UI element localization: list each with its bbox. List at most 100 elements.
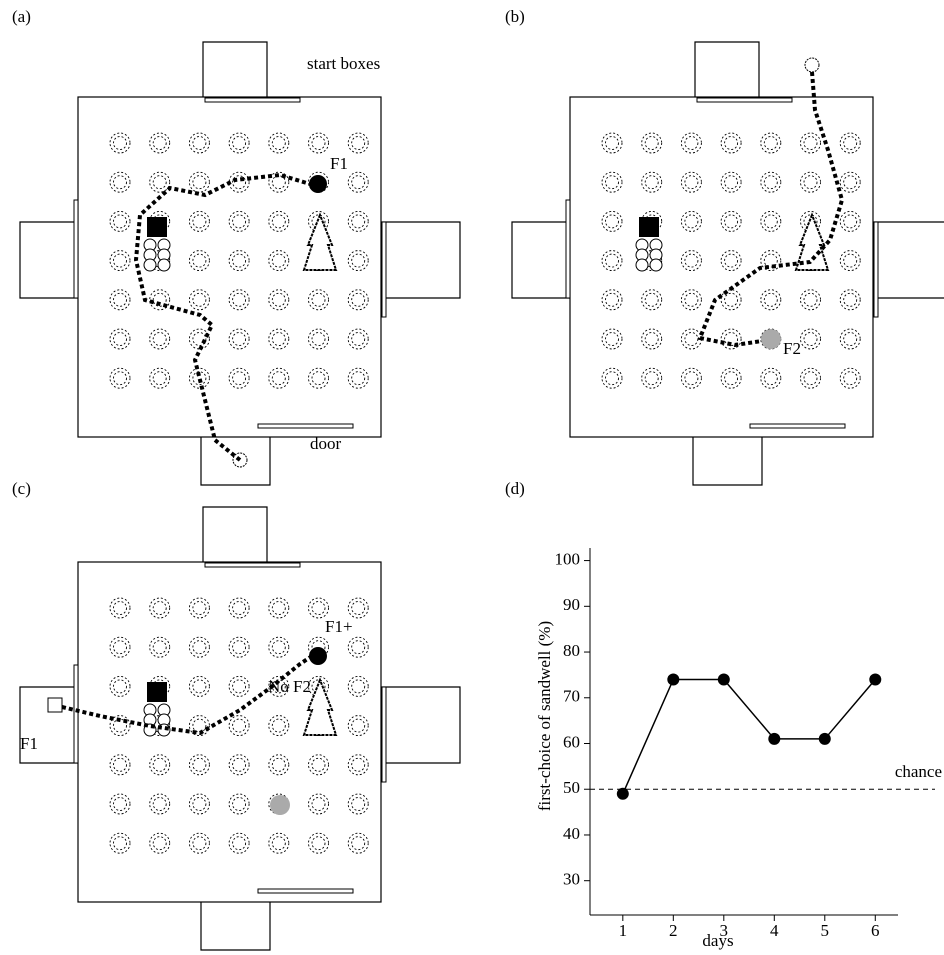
sandwell bbox=[348, 329, 368, 349]
start-box bbox=[20, 222, 78, 298]
x-tick-label: 2 bbox=[669, 921, 678, 940]
food-well bbox=[270, 795, 290, 815]
sandwell-inner bbox=[272, 837, 285, 850]
sandwell bbox=[309, 833, 329, 853]
sandwell bbox=[110, 368, 130, 388]
data-point bbox=[869, 673, 881, 685]
sandwell bbox=[801, 290, 821, 310]
sandwell-inner bbox=[153, 176, 166, 189]
sandwell-inner bbox=[645, 372, 658, 385]
sandwell bbox=[602, 172, 622, 192]
sandwell-inner bbox=[844, 215, 857, 228]
door bbox=[205, 563, 300, 567]
sandwell bbox=[150, 637, 170, 657]
sandwell-inner bbox=[352, 798, 365, 811]
sandwell-inner bbox=[764, 293, 777, 306]
data-point bbox=[718, 673, 730, 685]
sandwell-inner bbox=[233, 758, 246, 771]
sandwell-inner bbox=[272, 137, 285, 150]
sandwell-inner bbox=[764, 372, 777, 385]
sandwell-inner bbox=[193, 137, 206, 150]
sandwell-inner bbox=[153, 837, 166, 850]
sandwell bbox=[189, 794, 209, 814]
sandwell bbox=[269, 637, 289, 657]
data-line bbox=[623, 679, 875, 793]
sandwell-inner bbox=[352, 254, 365, 267]
sandwell bbox=[721, 251, 741, 271]
sandwell-inner bbox=[685, 333, 698, 346]
start-box bbox=[203, 42, 267, 97]
sandwell bbox=[269, 716, 289, 736]
sandwell-inner bbox=[153, 798, 166, 811]
sandwell bbox=[681, 211, 701, 231]
sandwell bbox=[269, 251, 289, 271]
sandwell bbox=[348, 251, 368, 271]
sandwell-inner bbox=[233, 333, 246, 346]
sandwell-inner bbox=[804, 176, 817, 189]
y-axis-label: first-choice of sandwell (%) bbox=[535, 621, 554, 811]
data-point bbox=[819, 733, 831, 745]
sandwell-inner bbox=[844, 333, 857, 346]
sandwell bbox=[189, 133, 209, 153]
sandwell-inner bbox=[685, 215, 698, 228]
sandwell bbox=[761, 133, 781, 153]
y-tick-label: 50 bbox=[563, 778, 580, 797]
sandwell-inner bbox=[272, 719, 285, 732]
sandwell bbox=[348, 133, 368, 153]
annotation: F1+ bbox=[325, 617, 353, 636]
sandwell-inner bbox=[153, 602, 166, 615]
y-tick-label: 80 bbox=[563, 641, 580, 660]
sandwell-inner bbox=[352, 602, 365, 615]
sandwell bbox=[681, 290, 701, 310]
sandwell bbox=[229, 755, 249, 775]
sandwell bbox=[348, 637, 368, 657]
sandwell bbox=[229, 329, 249, 349]
sandwell bbox=[150, 598, 170, 618]
sandwell-inner bbox=[193, 680, 206, 693]
sandwell-inner bbox=[725, 215, 738, 228]
sandwell-inner bbox=[114, 215, 127, 228]
y-tick-label: 60 bbox=[563, 732, 580, 751]
sandwell bbox=[189, 368, 209, 388]
sandwell-inner bbox=[764, 137, 777, 150]
panel-label: (a) bbox=[12, 7, 31, 26]
sandwell-inner bbox=[312, 798, 325, 811]
sandwell-inner bbox=[685, 254, 698, 267]
sandwell bbox=[150, 755, 170, 775]
sandwell-inner bbox=[114, 372, 127, 385]
sandwell-inner bbox=[114, 641, 127, 654]
start-box bbox=[381, 222, 460, 298]
annotation: F2 bbox=[783, 339, 801, 358]
sandwell bbox=[761, 368, 781, 388]
sandwell-inner bbox=[193, 798, 206, 811]
landmark-stone bbox=[650, 259, 662, 271]
sandwell-inner bbox=[193, 293, 206, 306]
sandwell bbox=[110, 329, 130, 349]
landmark-stone bbox=[158, 259, 170, 271]
sandwell bbox=[229, 637, 249, 657]
sandwell-inner bbox=[193, 758, 206, 771]
sandwell bbox=[269, 755, 289, 775]
sandwell-inner bbox=[114, 680, 127, 693]
sandwell-inner bbox=[725, 293, 738, 306]
data-point bbox=[617, 788, 629, 800]
sandwell-inner bbox=[153, 641, 166, 654]
sandwell bbox=[642, 368, 662, 388]
sandwell-inner bbox=[685, 137, 698, 150]
sandwell-inner bbox=[312, 837, 325, 850]
sandwell-inner bbox=[844, 137, 857, 150]
sandwell bbox=[229, 676, 249, 696]
x-tick-label: 1 bbox=[619, 921, 628, 940]
sandwell bbox=[309, 133, 329, 153]
x-tick-label: 5 bbox=[821, 921, 830, 940]
sandwell-inner bbox=[645, 137, 658, 150]
y-tick-label: 90 bbox=[563, 595, 580, 614]
sandwell bbox=[189, 637, 209, 657]
sandwell bbox=[229, 172, 249, 192]
sandwell bbox=[681, 368, 701, 388]
sandwell bbox=[602, 329, 622, 349]
sandwell bbox=[761, 251, 781, 271]
sandwell-inner bbox=[272, 602, 285, 615]
sandwell-inner bbox=[233, 215, 246, 228]
sandwell bbox=[721, 133, 741, 153]
